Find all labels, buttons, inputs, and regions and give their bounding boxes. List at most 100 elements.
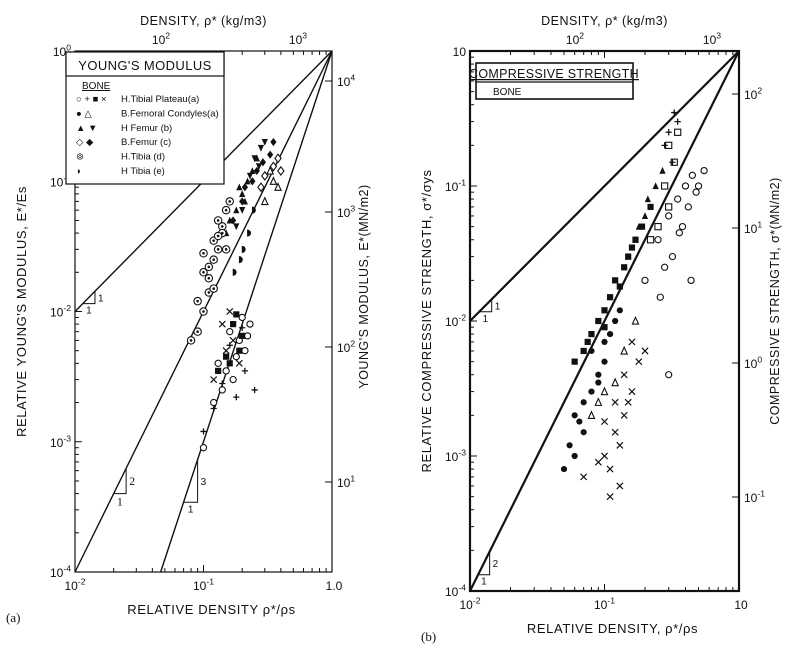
- x-tick-label: 10-2: [459, 596, 480, 612]
- point-plus: [219, 380, 226, 387]
- legend-label: B.Femur (c): [121, 137, 171, 148]
- trend-line: [469, 50, 740, 592]
- x-tick-label: 10-1: [193, 577, 214, 593]
- top-tick-label: 103: [289, 31, 307, 47]
- legend-markers: ○ + ■ ×: [76, 94, 107, 105]
- point-cross: [226, 307, 234, 316]
- point-square-open: [665, 203, 673, 211]
- point-plus: [241, 367, 249, 374]
- point-square-filled: [628, 244, 636, 251]
- point-cross: [235, 359, 243, 367]
- point-circle-dot: [213, 245, 223, 254]
- point-circle-open: [687, 276, 695, 285]
- slope-run-label: 1: [188, 504, 194, 515]
- y-tick-label: 10-3: [50, 433, 71, 449]
- panel-b-compressive-strength: 10-2 10-1 10 10-4 10-3 10-2 10-1 10 102 103 10-1 10…: [419, 14, 782, 644]
- point-square-filled: [223, 353, 230, 360]
- point-circle-open: [246, 320, 254, 328]
- point-cross: [628, 388, 636, 396]
- point-circle-dot: [209, 255, 218, 264]
- point-cross: [594, 458, 602, 466]
- point-triangle-open: [266, 165, 275, 175]
- point-triangle-down: [239, 207, 246, 214]
- point-dot: [196, 299, 199, 303]
- point-diamond-filled: [230, 216, 237, 225]
- point-triangle-down: [246, 172, 254, 180]
- slope-run-label: 1: [86, 306, 92, 317]
- point-circle-dot: [186, 336, 196, 345]
- point-triangle-open: [260, 196, 269, 206]
- legend-b: COMPRESSIVE STRENGTH BONE: [469, 62, 639, 100]
- point-cross: [210, 376, 218, 384]
- point-square-filled: [215, 367, 222, 374]
- point-triangle-open: [594, 397, 603, 406]
- point-cross: [641, 347, 649, 355]
- point-diamond-filled: [270, 137, 277, 147]
- point-triangle-up: [244, 177, 251, 185]
- legend-label: H.Tibia (d): [121, 152, 165, 163]
- point-square-filled: [233, 311, 240, 318]
- point-square-filled: [612, 277, 619, 284]
- legend-label: H Femur (b): [121, 123, 172, 134]
- legend-subtitle-b: BONE: [493, 87, 522, 98]
- point-dot: [228, 200, 232, 203]
- point-circle-filled: [606, 330, 614, 338]
- point-plus: [210, 405, 217, 412]
- right-tick-label: 10-1: [744, 489, 765, 505]
- point-triangle-down: [255, 163, 263, 171]
- panel-label: (a): [6, 610, 20, 625]
- point-triangle-up: [659, 166, 666, 174]
- point-triangle-up: [635, 222, 642, 230]
- point-cross: [218, 320, 226, 328]
- point-circle-dot: [193, 296, 202, 306]
- legend-label: H.Tibial Plateau(a): [121, 94, 199, 105]
- point-half-circle: [251, 206, 256, 214]
- x-axis-title: RELATIVE DENSITY ρ*/ρs: [127, 602, 295, 617]
- point-circle-open: [232, 353, 240, 361]
- point-plus: [233, 394, 240, 401]
- y-tick-label: 10: [453, 45, 467, 59]
- slope-run-label: 1: [117, 495, 123, 509]
- point-dot: [212, 239, 215, 242]
- point-plus: [669, 159, 676, 166]
- point-circle-open: [665, 371, 673, 379]
- y-tick-label: 10-3: [445, 448, 466, 464]
- point-cross: [580, 473, 588, 481]
- point-circle-open: [694, 182, 703, 190]
- y-tick-label: 10-4: [445, 583, 466, 599]
- x-tick-label: 10-1: [594, 596, 615, 612]
- point-square-filled: [236, 347, 243, 354]
- point-cross: [628, 338, 636, 346]
- slope-rise-label: 2: [493, 559, 499, 570]
- legend-title-b: COMPRESSIVE STRENGTH: [469, 67, 639, 81]
- point-cross: [606, 465, 614, 473]
- right-tick-label: 100: [744, 355, 762, 371]
- point-square-filled: [638, 223, 646, 230]
- point-square-open: [654, 222, 662, 231]
- legend-markers: ● △: [76, 108, 92, 119]
- point-diamond-open: [274, 153, 282, 164]
- point-triangle-open: [274, 182, 282, 191]
- slope-rise-label: 1: [98, 293, 104, 304]
- point-diamond-filled: [241, 183, 249, 192]
- slope-triangle: [478, 551, 491, 576]
- point-square-filled: [616, 283, 623, 290]
- point-square-filled: [230, 321, 237, 328]
- legend-markers: ◗: [76, 166, 82, 177]
- point-cross: [611, 398, 619, 406]
- point-circle-dot: [204, 274, 214, 283]
- slope-line-2: 21: [469, 50, 740, 592]
- slope-triangle: [183, 459, 199, 503]
- point-diamond-open: [257, 182, 265, 193]
- point-plus: [239, 324, 246, 331]
- point-circle-filled: [560, 465, 568, 473]
- point-circle-open: [656, 293, 664, 301]
- point-dot: [216, 248, 220, 251]
- point-diamond-open: [269, 161, 278, 172]
- x-tick-label: 1.0: [326, 579, 343, 593]
- point-circle-open: [665, 212, 673, 220]
- point-square-filled: [580, 347, 587, 355]
- point-circle-filled: [580, 399, 587, 406]
- point-half-circle: [241, 245, 246, 253]
